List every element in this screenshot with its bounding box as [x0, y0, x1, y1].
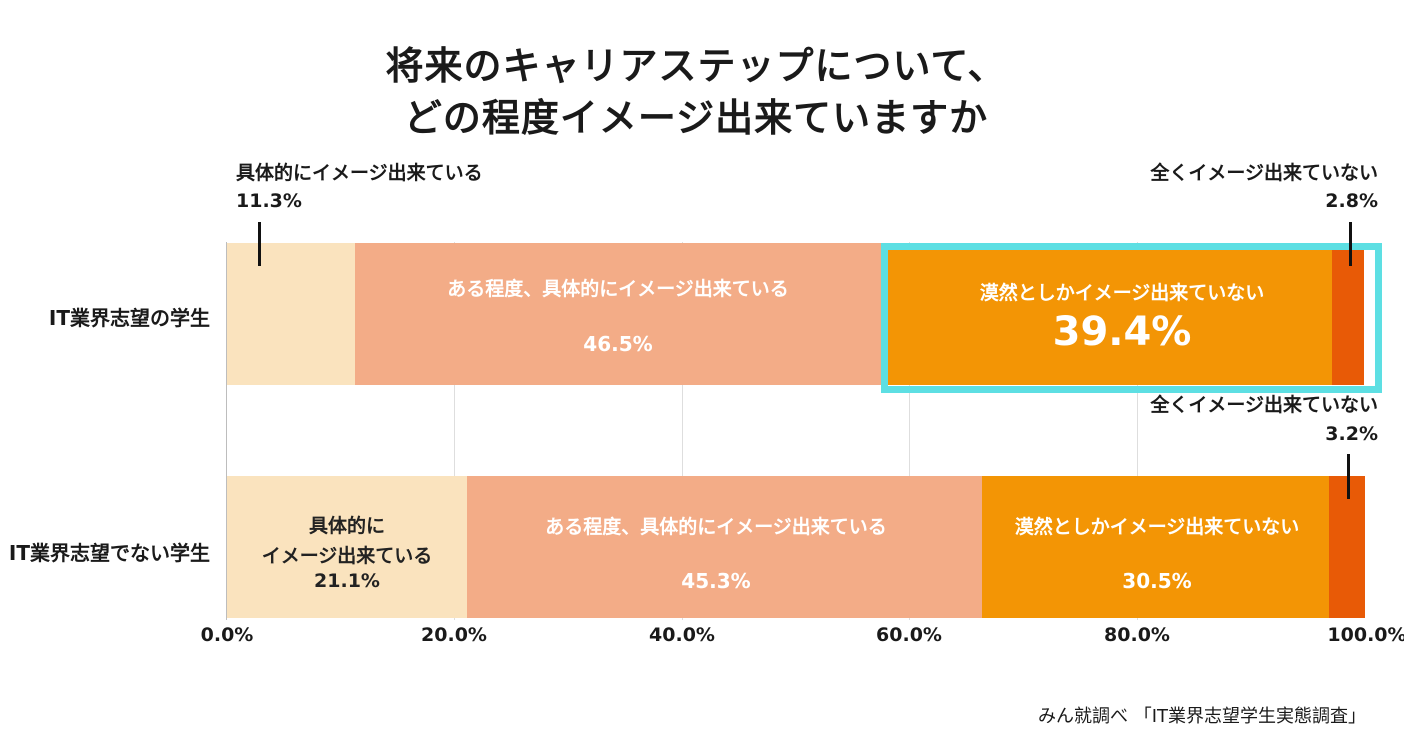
- segment-name-label: 漠然としかイメージ出来ていない: [1014, 516, 1300, 538]
- data-label: 21.1%: [314, 570, 380, 592]
- callout-name-top-left: 具体的にイメージ出来ている: [236, 162, 483, 184]
- segment-name-label: ある程度、具体的にイメージ出来ている: [545, 516, 887, 538]
- bar-segment: [884, 243, 1333, 385]
- source-note: みん就調べ 「IT業界志望学生実態調査」: [1037, 706, 1366, 727]
- x-tick-label: 60.0%: [876, 624, 942, 646]
- data-label: 45.3%: [681, 569, 751, 593]
- chart-title-line1: 将来のキャリアステップについて、: [385, 44, 1007, 88]
- segment-name-label: 漠然としかイメージ出来ていない: [979, 282, 1265, 304]
- x-tick-label: 20.0%: [421, 624, 487, 646]
- data-label-highlight: 39.4%: [1052, 309, 1192, 355]
- bar-segment: [355, 243, 885, 385]
- x-tick-label: 80.0%: [1104, 624, 1170, 646]
- data-label: 30.5%: [1122, 569, 1192, 593]
- callout-leader-line: [1347, 454, 1350, 499]
- callout-value-top-right: 2.8%: [1325, 190, 1378, 212]
- bar-segment: [981, 476, 1329, 618]
- chart-title-line2: どの程度イメージ出来ていますか: [403, 96, 989, 140]
- bar-segment: [227, 243, 356, 385]
- callout-name-top-right: 全くイメージ出来ていない: [1150, 162, 1378, 184]
- x-tick-label: 0.0%: [200, 624, 254, 646]
- segment-name-label: 具体的に: [308, 515, 386, 537]
- gridline-40: [682, 242, 683, 620]
- x-tick-label: 100.0%: [1327, 624, 1404, 646]
- segment-name-label: ある程度、具体的にイメージ出来ている: [447, 278, 789, 300]
- callout-name-bottom-right: 全くイメージ出来ていない: [1150, 394, 1378, 416]
- segment-name-label: イメージ出来ている: [261, 545, 433, 567]
- callout-leader-line: [1349, 222, 1352, 266]
- bar-segment: [466, 476, 982, 618]
- category-label-it: IT業界志望の学生: [48, 306, 210, 330]
- category-label-non-it: IT業界志望でない学生: [8, 541, 210, 565]
- gridline-60: [909, 242, 910, 620]
- y-axis-line: [226, 242, 227, 620]
- bar-segment: [1332, 243, 1364, 385]
- bar-segment: [1328, 476, 1366, 618]
- x-tick-label: 40.0%: [649, 624, 715, 646]
- data-label: 46.5%: [583, 332, 653, 356]
- callout-value-top-left: 11.3%: [236, 190, 302, 212]
- callout-leader-line: [258, 222, 261, 266]
- bar-segment: [227, 476, 467, 618]
- highlight-frame: [881, 243, 1382, 393]
- callout-value-bottom-right: 3.2%: [1325, 423, 1378, 445]
- gridline-80: [1137, 242, 1138, 620]
- gridline-20: [454, 242, 455, 620]
